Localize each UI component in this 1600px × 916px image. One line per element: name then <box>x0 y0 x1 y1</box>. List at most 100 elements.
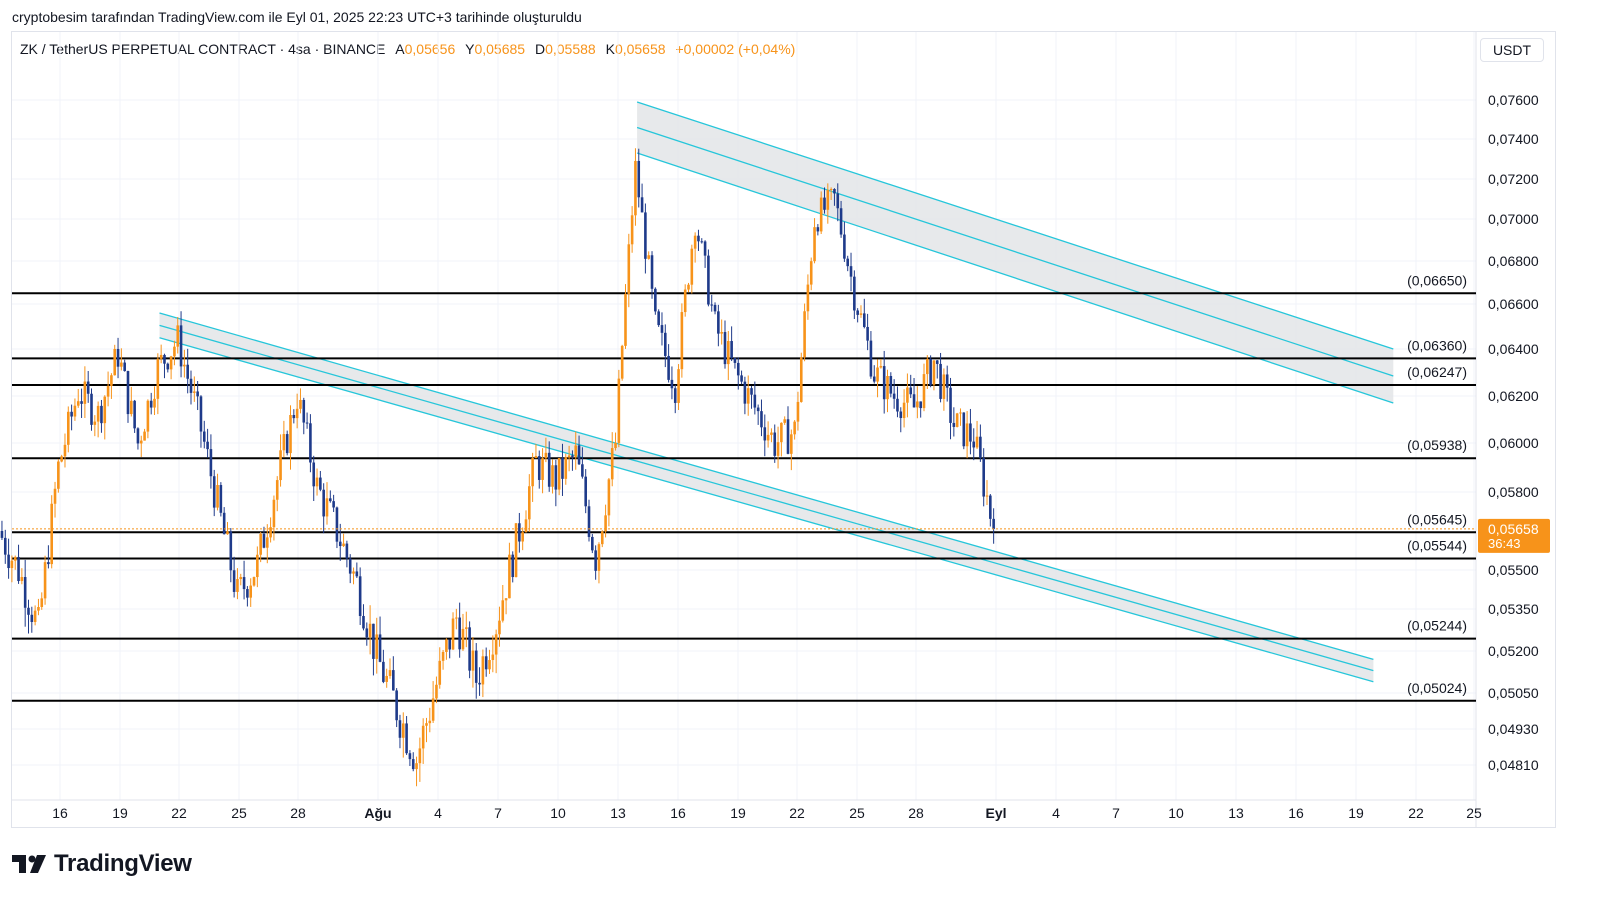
candle-body <box>408 753 412 760</box>
candle-body <box>644 212 647 259</box>
candle-body <box>110 375 113 386</box>
candle-body <box>919 401 922 409</box>
candle-body <box>113 348 117 376</box>
candle-body <box>415 763 418 770</box>
candle-body <box>829 189 833 191</box>
candle-body <box>488 660 491 670</box>
price-tick-label: 0,06800 <box>1488 253 1539 269</box>
candle-body <box>839 208 843 235</box>
candle-body <box>73 405 77 417</box>
candle-body <box>256 554 259 578</box>
tradingview-logo-icon <box>12 855 46 873</box>
candle-body <box>889 376 893 394</box>
open-label: A <box>395 41 405 57</box>
time-tick-label: 4 <box>434 805 442 821</box>
candle-body <box>392 670 395 691</box>
level-label: (0,05938) <box>1407 437 1467 453</box>
candle-body <box>594 550 597 571</box>
candle-body <box>551 465 554 487</box>
candle-body <box>133 400 136 429</box>
candle-body <box>899 411 903 419</box>
candle-body <box>295 408 299 419</box>
currency-button[interactable]: USDT <box>1480 38 1544 62</box>
candle-body <box>388 670 392 676</box>
candle-body <box>193 391 196 393</box>
candle-body <box>587 506 591 537</box>
candle-body <box>464 627 468 629</box>
candle-body <box>537 456 541 480</box>
candle-body <box>246 589 249 598</box>
candle-body <box>760 411 763 428</box>
candle-body <box>163 354 166 364</box>
candle-body <box>216 485 219 508</box>
candle-body <box>700 241 704 243</box>
candle-body <box>796 401 800 422</box>
candle-body <box>693 235 697 249</box>
candle-body <box>382 661 385 682</box>
price-tick-label: 0,05350 <box>1488 601 1539 617</box>
chart-caption: cryptobesim tarafından TradingView.com i… <box>12 9 582 25</box>
candle-body <box>365 628 369 638</box>
candle-body <box>385 675 388 682</box>
candle-body <box>352 571 355 574</box>
candle-body <box>325 498 329 517</box>
candle-body <box>803 311 806 358</box>
symbol-name[interactable]: ZK / TetherUS PERPETUAL CONTRACT · 4sa ·… <box>20 41 386 57</box>
candle-body <box>564 457 568 479</box>
candle-body <box>242 577 246 590</box>
candle-body <box>846 258 850 267</box>
time-tick-label: 13 <box>610 805 626 821</box>
high-label: Y <box>465 41 475 57</box>
candle-body <box>299 399 302 409</box>
candle-body <box>431 698 435 721</box>
candle-body <box>740 375 743 382</box>
candle-body <box>10 560 14 569</box>
candle-body <box>783 419 786 423</box>
candle-body <box>265 537 269 548</box>
candle-body <box>630 215 634 245</box>
brand-name: TradingView <box>54 850 192 877</box>
candle-body <box>541 458 544 480</box>
time-tick-label: 19 <box>730 805 746 821</box>
candle-body <box>146 400 150 432</box>
time-tick-label: 7 <box>494 805 502 821</box>
candle-body <box>922 374 926 409</box>
candle-body <box>577 445 581 465</box>
candle-body <box>524 519 528 533</box>
time-tick-label: 25 <box>1466 805 1482 821</box>
candle-body <box>624 293 627 346</box>
candle-body <box>269 527 272 538</box>
level-label: (0,06360) <box>1407 337 1467 353</box>
candle-body <box>153 398 156 408</box>
candle-body <box>985 495 989 497</box>
candle-body <box>869 340 873 377</box>
candle-body <box>677 369 680 403</box>
price-tick-label: 0,07000 <box>1488 211 1539 227</box>
high-value: 0,05685 <box>474 41 526 57</box>
candle-body <box>544 452 548 459</box>
candle-body <box>853 276 856 311</box>
candle-body <box>335 507 339 542</box>
candle-body <box>342 543 345 547</box>
candle-body <box>279 450 282 481</box>
level-label: (0,05544) <box>1407 538 1467 554</box>
candle-body <box>83 381 87 404</box>
time-tick-label: Eyl <box>985 805 1006 821</box>
candle-body <box>338 541 342 547</box>
candle-body <box>398 720 402 738</box>
candle-body <box>445 639 448 652</box>
candle-body <box>663 332 667 356</box>
candle-body <box>96 405 100 422</box>
candle-body <box>93 421 97 425</box>
candle-body <box>793 421 796 435</box>
candle-body <box>272 499 276 528</box>
candle-body <box>866 326 869 341</box>
tradingview-logo[interactable]: TradingView <box>12 850 192 878</box>
candle-body <box>425 723 428 726</box>
price-tick-label: 0,07600 <box>1488 92 1539 108</box>
candle-body <box>309 423 312 463</box>
candle-body <box>826 190 830 210</box>
time-tick-label: 16 <box>670 805 686 821</box>
candle-body <box>289 414 292 454</box>
